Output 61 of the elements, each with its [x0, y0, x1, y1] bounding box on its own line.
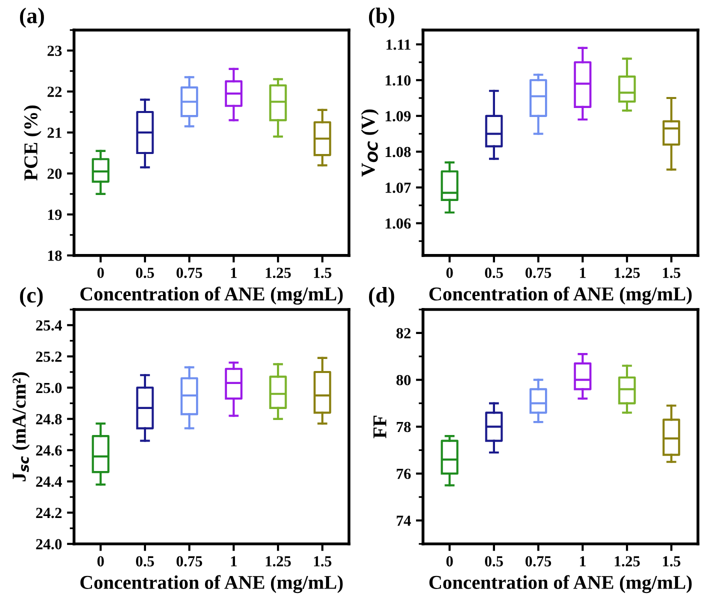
y-tick-label: 1.06: [386, 218, 411, 229]
y-tick-label: 24.4: [36, 476, 62, 487]
x-tick-label: 1.25: [266, 556, 291, 567]
y-tick-label: 21: [48, 128, 62, 138]
x-tick-label: 0: [97, 268, 104, 278]
y-tick-label: 1.09: [386, 111, 411, 122]
y-tick-label: 1.07: [386, 182, 411, 193]
x-tick-label: 1: [231, 268, 237, 278]
y-axis-title: PCE (%): [24, 106, 42, 180]
x-tick-label: 1: [580, 556, 586, 566]
y-tick-label: 18: [48, 250, 62, 261]
y-tick-label: 82: [396, 328, 411, 338]
x-tick-label: 0.75: [176, 268, 202, 278]
y-tick-label: 80: [396, 374, 411, 386]
y-tick-label: 78: [396, 422, 411, 432]
x-tick-label: 1: [580, 268, 586, 278]
x-tick-label: 0.75: [176, 556, 202, 567]
y-tick-label: 22: [48, 86, 62, 97]
y-tick-label: 25.0: [36, 382, 62, 394]
x-tick-label: 0.75: [526, 268, 552, 278]
x-tick-label: 1.25: [614, 556, 640, 567]
y-tick-label: 19: [48, 210, 62, 220]
y-axis-title: FF: [373, 416, 386, 438]
x-tick-label: 0.5: [136, 556, 154, 567]
x-axis-title: Concentration of ANE (mg/mL): [429, 286, 692, 305]
x-tick-label: 0.5: [136, 268, 154, 278]
x-tick-label: 1.5: [314, 268, 332, 278]
x-tick-label: 1.5: [314, 556, 332, 567]
x-tick-label: 0: [97, 556, 104, 566]
y-tick-label: 76: [396, 468, 411, 480]
x-tick-label: 0.5: [484, 556, 503, 567]
chart-title: (d): [368, 287, 394, 308]
y-tick-label: 1.08: [386, 146, 411, 158]
x-tick-label: 0.75: [526, 556, 552, 567]
y-tick-label: 24.0: [36, 539, 62, 550]
x-tick-label: 1.25: [266, 268, 291, 278]
y-tick-label: 1.10: [386, 75, 411, 86]
y-tick-label: 24.6: [36, 445, 62, 456]
x-tick-label: 1.25: [614, 268, 640, 278]
x-tick-label: 1.5: [663, 556, 680, 567]
x-tick-label: 0.5: [484, 268, 503, 278]
x-tick-label: 1: [231, 556, 237, 566]
y-tick-label: 25.2: [36, 352, 62, 362]
x-tick-label: 0: [446, 268, 453, 278]
x-tick-label: 0: [446, 556, 453, 566]
y-tick-label: 24.8: [36, 414, 62, 424]
y-tick-label: 23: [48, 46, 62, 56]
y-tick-label: 20: [48, 168, 62, 179]
y-tick-label: 1.11: [386, 40, 410, 50]
y-tick-label: 24.2: [36, 508, 62, 518]
y-axis-title: J$_{sc}$ (mA/cm²): [12, 372, 30, 482]
y-tick-label: 74: [396, 516, 411, 526]
chart-title: (c): [20, 287, 43, 308]
x-axis-title: Concentration of ANE (mg/mL): [80, 575, 343, 594]
x-axis-title: Concentration of ANE (mg/mL): [429, 575, 692, 594]
chart-title: (b): [368, 8, 394, 28]
x-tick-label: 1.5: [663, 268, 680, 278]
chart-title: (a): [20, 8, 44, 28]
x-axis-title: Concentration of ANE (mg/mL): [80, 286, 343, 305]
y-tick-label: 25.4: [36, 320, 62, 331]
y-axis-title: V$_{OC}$ (V): [361, 110, 379, 177]
